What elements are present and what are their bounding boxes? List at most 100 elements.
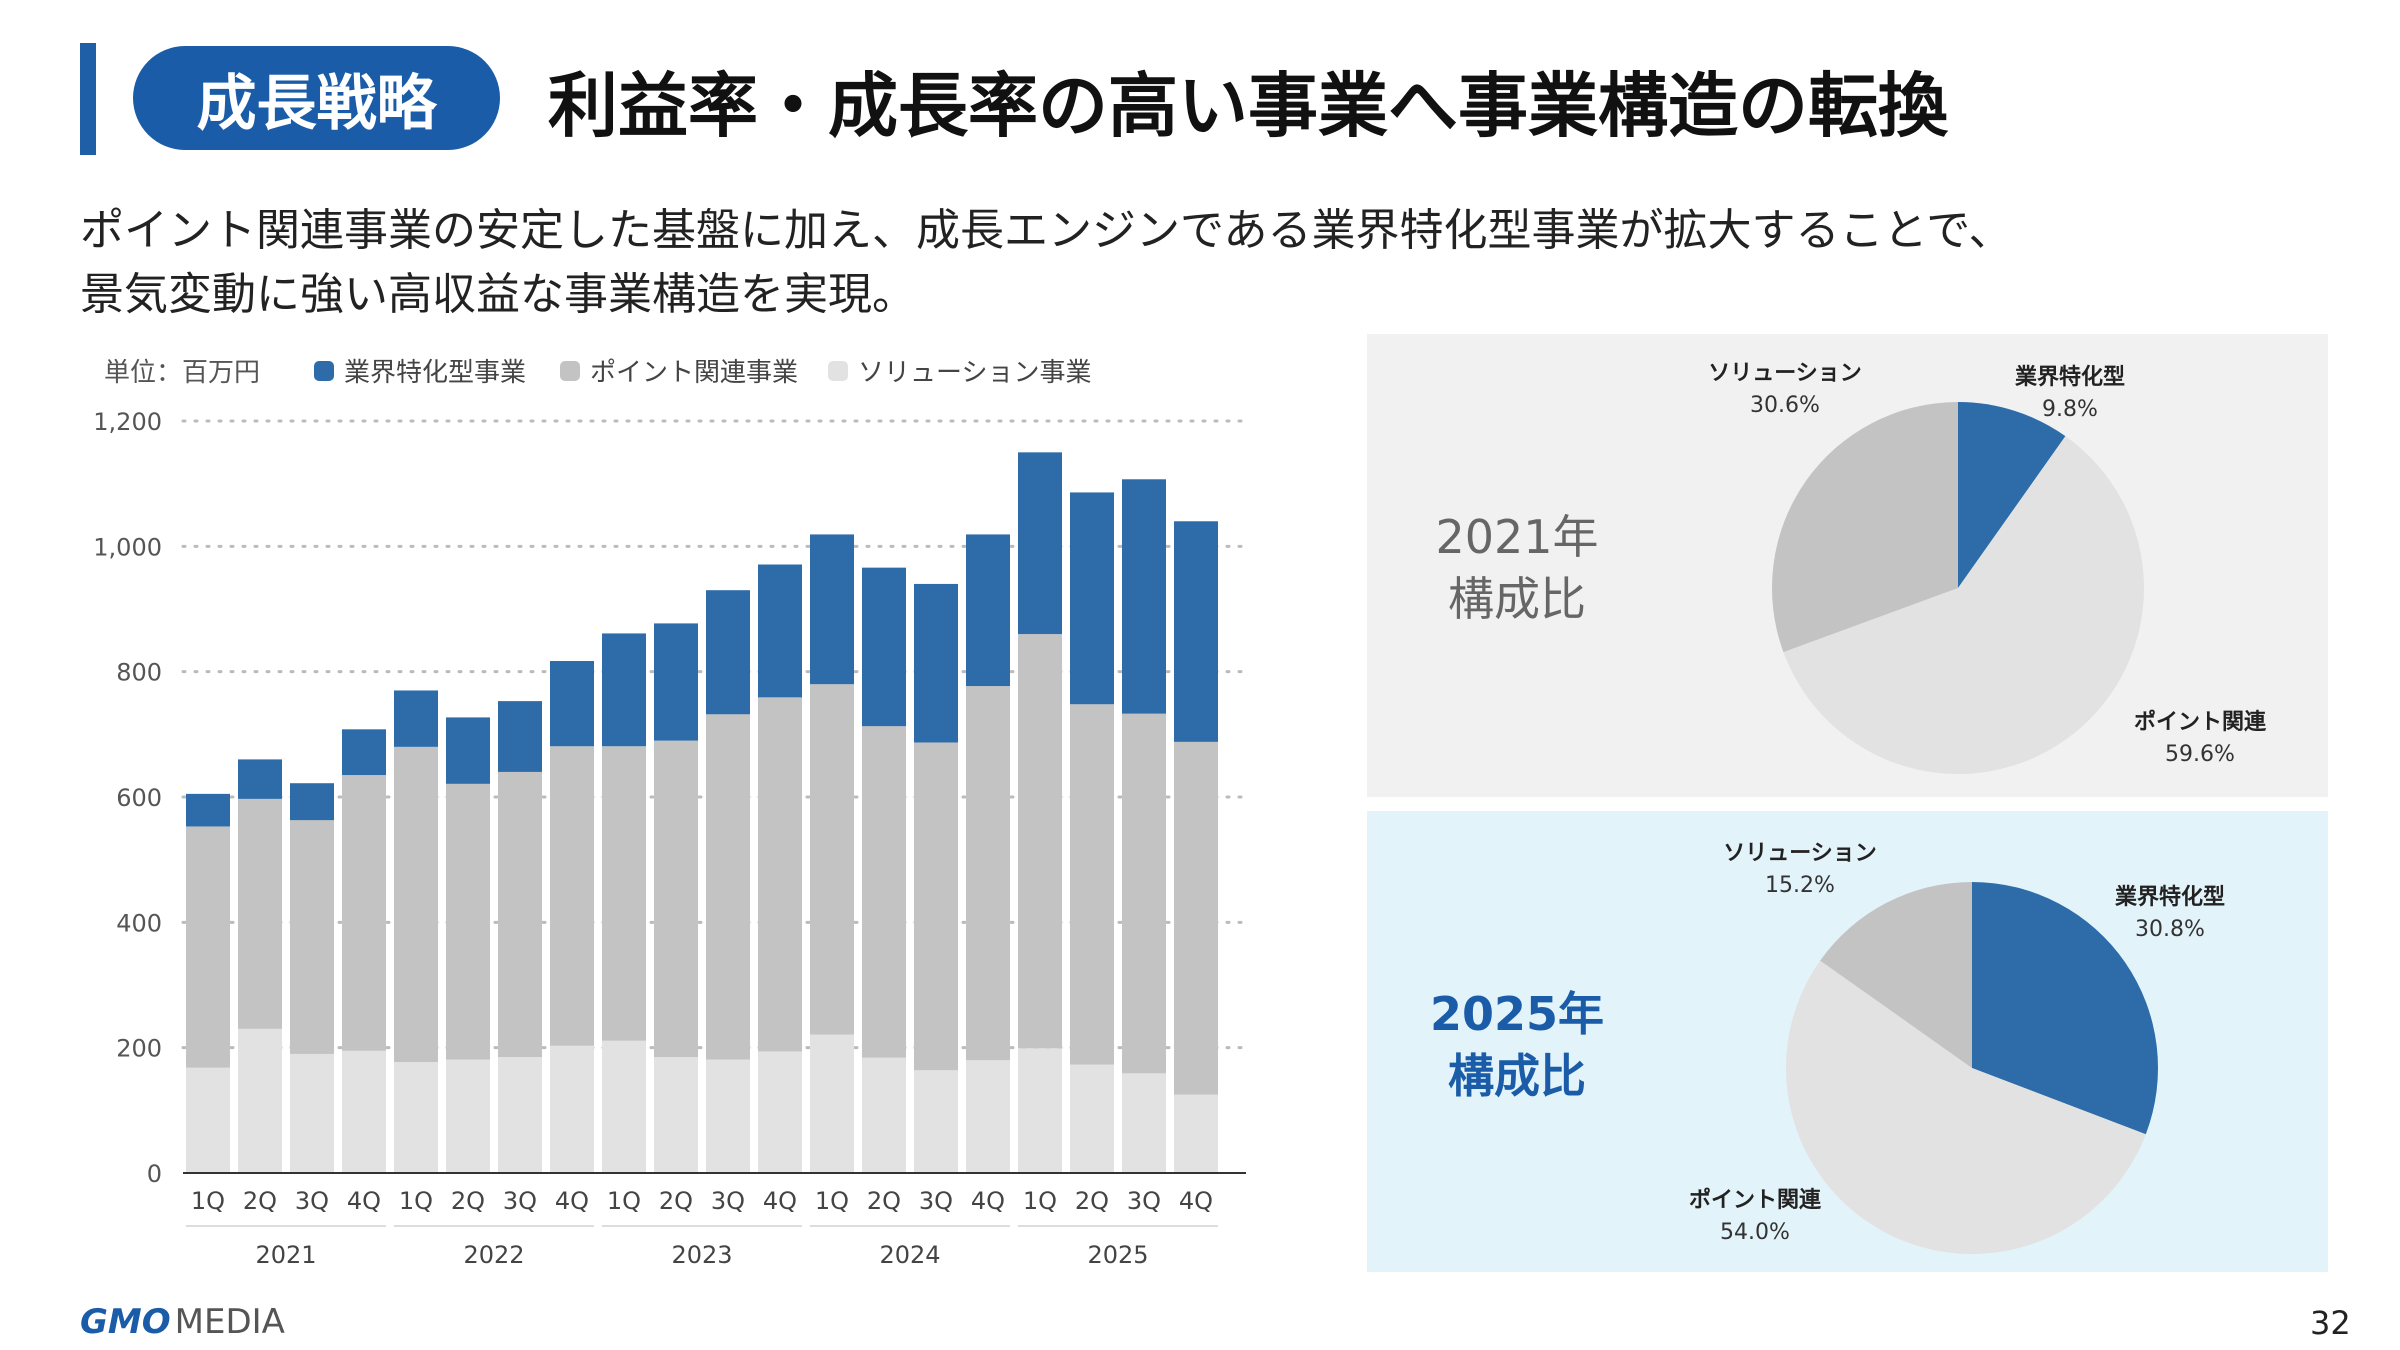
bar-segment — [1174, 741, 1218, 1095]
y-tick-label: 600 — [116, 784, 162, 812]
x-tick-label: 2Q — [659, 1187, 693, 1215]
bar-segment — [706, 1059, 750, 1173]
bar-segment — [550, 1045, 594, 1173]
bar-segment — [654, 1057, 698, 1173]
pie-slice — [1820, 882, 1972, 1068]
bar-segment — [394, 690, 438, 747]
x-tick-label: 2Q — [451, 1187, 485, 1215]
pie2025-label-solution: ソリューション 15.2% — [1723, 841, 1877, 898]
pie-slice — [1785, 960, 2146, 1255]
bar-segment — [862, 567, 906, 727]
x-tick-label: 1Q — [815, 1187, 849, 1215]
x-tick-label: 4Q — [971, 1187, 1005, 1215]
bar-segment — [914, 1070, 958, 1173]
x-tick-label: 3Q — [295, 1187, 329, 1215]
year-label: 2021 — [255, 1241, 316, 1269]
pie-title-year: 2021年 — [1435, 510, 1599, 564]
bar-segment — [1018, 1048, 1062, 1173]
pie2025-label-specialized: 業界特化型 30.8% — [2114, 885, 2226, 942]
bar-segment — [290, 1053, 334, 1173]
legend-item-solution: ソリューション事業 — [828, 352, 1091, 389]
x-tick-label: 2Q — [1075, 1187, 1109, 1215]
page-title: 利益率・成長率の高い事業へ事業構造の転換 — [548, 65, 1948, 147]
x-tick-label: 1Q — [191, 1187, 225, 1215]
x-tick-label: 4Q — [555, 1187, 589, 1215]
bar-segment — [186, 1067, 230, 1173]
y-tick-label: 1,000 — [93, 533, 162, 561]
y-tick-label: 200 — [116, 1035, 162, 1063]
bar-segment — [238, 1028, 282, 1173]
bar-segment — [446, 783, 490, 1060]
x-tick-label: 2Q — [243, 1187, 277, 1215]
bar-segment — [1122, 479, 1166, 714]
pie-slice — [1772, 402, 1958, 653]
section-badge: 成長戦略 — [133, 46, 500, 150]
pie-title-caption: 構成比 — [1448, 572, 1586, 626]
bar-segment — [758, 697, 802, 1052]
bar-segment — [810, 1034, 854, 1173]
bar-segment — [602, 633, 646, 747]
bar-segment — [810, 684, 854, 1035]
bar-segment — [966, 686, 1010, 1061]
bar-segment — [1174, 1094, 1218, 1173]
x-tick-label: 1Q — [607, 1187, 641, 1215]
bar-segment — [498, 1057, 542, 1173]
unit-label: 単位：百万円 — [104, 358, 261, 388]
bar-segment — [342, 1050, 386, 1173]
pie-slice — [1958, 402, 2066, 588]
x-tick-label: 3Q — [503, 1187, 537, 1215]
bar-segment — [1018, 634, 1062, 1049]
accent-bar — [80, 43, 96, 155]
legend-item-point: ポイント関連事業 — [560, 352, 798, 389]
bar-segment — [394, 1062, 438, 1173]
pie-title-year: 2025年 — [1429, 987, 1605, 1041]
bar-segment — [914, 742, 958, 1071]
subtitle-line-2: 景気変動に強い高収益な事業構造を実現。 — [80, 269, 916, 320]
legend-swatch — [314, 360, 334, 381]
bar-segment — [966, 534, 1010, 687]
x-tick-label: 3Q — [711, 1187, 745, 1215]
bar-segment — [602, 746, 646, 1041]
pie2021-label-solution: ソリューション 30.6% — [1708, 361, 1862, 418]
bar-segment — [1070, 1064, 1114, 1173]
bar-segment — [186, 793, 230, 827]
x-tick-label: 4Q — [1179, 1187, 1213, 1215]
bar-segment — [1174, 521, 1218, 742]
bar-segment — [914, 583, 958, 743]
bar-segment — [394, 746, 438, 1063]
x-tick-label: 4Q — [347, 1187, 381, 1215]
legend-swatch — [560, 360, 580, 381]
pie-title-caption: 構成比 — [1448, 1049, 1586, 1103]
bar-segment — [862, 726, 906, 1058]
y-tick-label: 1,200 — [93, 408, 162, 436]
x-tick-label: 3Q — [919, 1187, 953, 1215]
y-tick-label: 0 — [147, 1160, 162, 1188]
bar-segment — [446, 1059, 490, 1173]
bar-segment — [706, 590, 750, 715]
bar-segment — [1070, 704, 1114, 1065]
year-label: 2022 — [463, 1241, 524, 1269]
pie-slice — [1783, 436, 2145, 775]
x-tick-label: 3Q — [1127, 1187, 1161, 1215]
bar-segment — [654, 740, 698, 1058]
bar-segment — [290, 783, 334, 821]
bar-segment — [238, 759, 282, 799]
x-tick-label: 4Q — [763, 1187, 797, 1215]
bar-segment — [862, 1057, 906, 1173]
legend-swatch — [828, 360, 848, 381]
bar-segment — [550, 746, 594, 1046]
legend-item-specialized: 業界特化型事業 — [314, 352, 526, 389]
year-label: 2024 — [879, 1241, 940, 1269]
bar-segment — [654, 623, 698, 741]
bar-segment — [550, 661, 594, 747]
subtitle-line-1: ポイント関連事業の安定した基盤に加え、成長エンジンである業界特化型事業が拡大する… — [80, 205, 2013, 256]
bar-segment — [758, 564, 802, 698]
bar-segment — [498, 701, 542, 772]
bar-segment — [1122, 1073, 1166, 1173]
bar-segment — [498, 771, 542, 1058]
bar-segment — [1018, 452, 1062, 635]
x-tick-label: 2Q — [867, 1187, 901, 1215]
y-tick-label: 400 — [116, 909, 162, 937]
pie2025-label-point: ポイント関連 54.0% — [1688, 1188, 1822, 1245]
